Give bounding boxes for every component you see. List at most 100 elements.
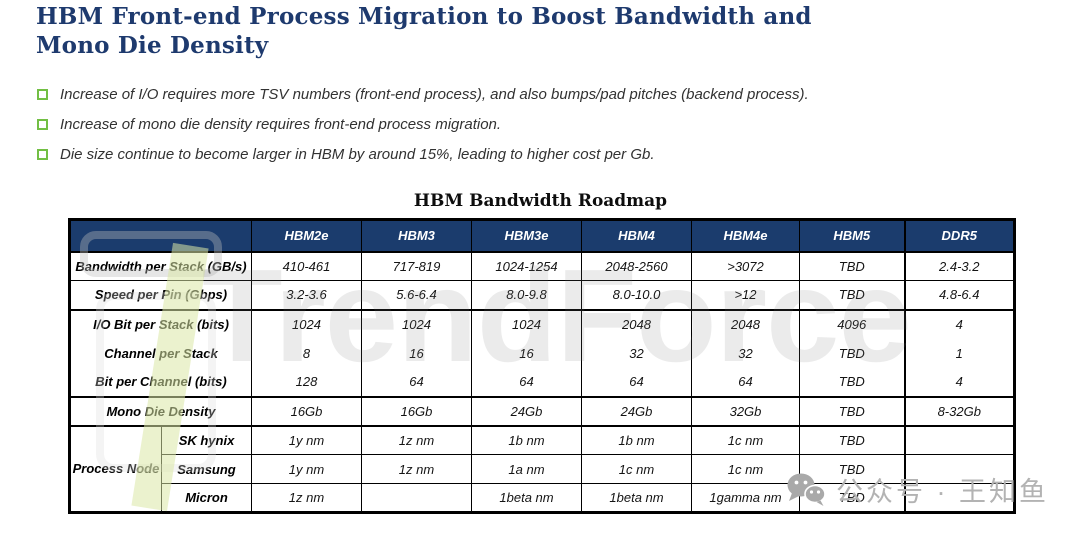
cell: 2.4-3.2 — [903, 251, 1015, 281]
column-header-hbm4e: HBM4e — [691, 219, 800, 253]
column-header-ddr5: DDR5 — [903, 219, 1015, 253]
cell: 1 — [903, 338, 1015, 368]
cell: 24Gb — [581, 396, 692, 427]
cell: 1c nm — [691, 425, 800, 455]
table-row: Mono Die Density 16Gb 16Gb 24Gb 24Gb 32Gb TBD 8… — [69, 396, 1015, 427]
cell: 4.8-6.4 — [903, 280, 1015, 311]
cell: 4 — [903, 367, 1015, 398]
cell: 8-32Gb — [903, 396, 1015, 427]
row-label: Mono Die Density — [69, 396, 252, 427]
row-label: Bit per Channel (bits) — [69, 367, 252, 398]
bullet-text: Increase of mono die density requires fr… — [60, 115, 502, 133]
column-header-hbm4: HBM4 — [581, 219, 692, 253]
cell: 128 — [251, 367, 362, 398]
cell: 64 — [361, 367, 472, 398]
table-row: I/O Bit per Stack (bits) 1024 1024 1024 2048… — [69, 309, 1015, 339]
cell: 410-461 — [251, 251, 362, 281]
cell — [903, 425, 1015, 455]
cell: 1gamma nm — [691, 483, 800, 513]
cell: 24Gb — [471, 396, 582, 427]
cell — [361, 483, 472, 513]
table-row: Process Node SK hynix 1y nm 1z nm 1b nm 1b nm… — [69, 425, 1015, 513]
cell: 1z nm — [361, 425, 472, 455]
row-group-label: Process Node — [69, 425, 162, 513]
cell: TBD — [799, 280, 905, 311]
cell: TBD — [799, 396, 905, 427]
cell: TBD — [799, 338, 905, 368]
cell: 16 — [361, 338, 472, 368]
cell: 1y nm — [251, 454, 362, 484]
roadmap-table-body: Bandwidth per Stack (GB/s) 410-461 717-819… — [69, 251, 1015, 513]
cell: 1c nm — [581, 454, 692, 484]
corner-cell — [69, 219, 252, 253]
row-label: SK hynix — [161, 425, 252, 455]
cell — [903, 483, 1015, 513]
table-row: Micron 1z nm 1beta nm 1beta nm 1gamma nm TBD — [70, 483, 1015, 513]
cell: 32 — [691, 338, 800, 368]
page-title: HBM Front-end Process Migration to Boost… — [36, 3, 812, 60]
cell: 1024-1254 — [471, 251, 582, 281]
cell: TBD — [799, 454, 905, 484]
row-label: I/O Bit per Stack (bits) — [69, 309, 252, 339]
cell: 2048-2560 — [581, 251, 692, 281]
cell: 1z nm — [361, 454, 472, 484]
cell: 16 — [471, 338, 582, 368]
cell: 2048 — [581, 309, 692, 339]
cell: 8.0-9.8 — [471, 280, 582, 311]
cell: 32Gb — [691, 396, 800, 427]
bullet-item: Die size continue to become larger in HB… — [37, 146, 1037, 165]
bullet-text: Die size continue to become larger in HB… — [60, 145, 655, 163]
table-row: Channel per Stack 8 16 16 32 32 TBD 1 — [69, 338, 1015, 368]
cell: 5.6-6.4 — [361, 280, 472, 311]
column-header-hbm3: HBM3 — [361, 219, 472, 253]
cell — [903, 454, 1015, 484]
column-header-hbm3e: HBM3e — [471, 219, 582, 253]
cell: 64 — [471, 367, 582, 398]
cell: 1c nm — [691, 454, 800, 484]
row-label: Speed per Pin (Gbps) — [69, 280, 252, 311]
cell: 16Gb — [361, 396, 472, 427]
table-row: Bandwidth per Stack (GB/s) 410-461 717-819… — [69, 251, 1015, 281]
bullet-item: Increase of mono die density requires fr… — [37, 116, 1037, 135]
cell: 1b nm — [471, 425, 582, 455]
cell: 1beta nm — [581, 483, 692, 513]
row-label: Micron — [161, 483, 252, 513]
cell: 4 — [903, 309, 1015, 339]
roadmap-table-head: HBM2e HBM3 HBM3e HBM4 HBM4e HBM5 DDR5 — [69, 219, 1015, 253]
header-row: HBM2e HBM3 HBM3e HBM4 HBM4e HBM5 DDR5 — [69, 219, 1015, 253]
cell: 1024 — [471, 309, 582, 339]
row-label: Samsung — [161, 454, 252, 484]
cell: >3072 — [691, 251, 800, 281]
cell: 8 — [251, 338, 362, 368]
bullet-square-icon — [37, 89, 48, 100]
cell: 1beta nm — [471, 483, 582, 513]
cell: 3.2-3.6 — [251, 280, 362, 311]
cell: TBD — [799, 367, 905, 398]
column-header-hbm5: HBM5 — [799, 219, 905, 253]
table-container: HBM2e HBM3 HBM3e HBM4 HBM4e HBM5 DDR5 Bandwidt… — [68, 218, 1016, 514]
roadmap-table: HBM2e HBM3 HBM3e HBM4 HBM4e HBM5 DDR5 Bandwidt… — [68, 218, 1016, 514]
table-title: HBM Bandwidth Roadmap — [413, 191, 668, 211]
cell: 717-819 — [361, 251, 472, 281]
cell: 1024 — [251, 309, 362, 339]
cell: 16Gb — [251, 396, 362, 427]
cell: 64 — [581, 367, 692, 398]
cell: 64 — [691, 367, 800, 398]
bullet-square-icon — [37, 148, 48, 160]
cell: TBD — [799, 483, 905, 513]
bullet-square-icon — [37, 118, 48, 130]
bullet-item: Increase of I/O requires more TSV number… — [37, 86, 1037, 105]
cell: 1y nm — [251, 425, 362, 455]
table-row: Speed per Pin (Gbps) 3.2-3.6 5.6-6.4 8.0-9.… — [69, 280, 1015, 311]
cell: 2048 — [691, 309, 800, 339]
row-label: Bandwidth per Stack (GB/s) — [69, 251, 252, 281]
cell: >12 — [691, 280, 800, 311]
cell: TBD — [799, 251, 905, 281]
cell: 1b nm — [581, 425, 692, 455]
cell: 1a nm — [471, 454, 582, 484]
bullet-list: Increase of I/O requires more TSV number… — [37, 86, 1037, 175]
column-header-hbm2e: HBM2e — [251, 219, 362, 253]
cell: 32 — [581, 338, 692, 368]
bullet-text: Increase of I/O requires more TSV number… — [60, 86, 809, 103]
